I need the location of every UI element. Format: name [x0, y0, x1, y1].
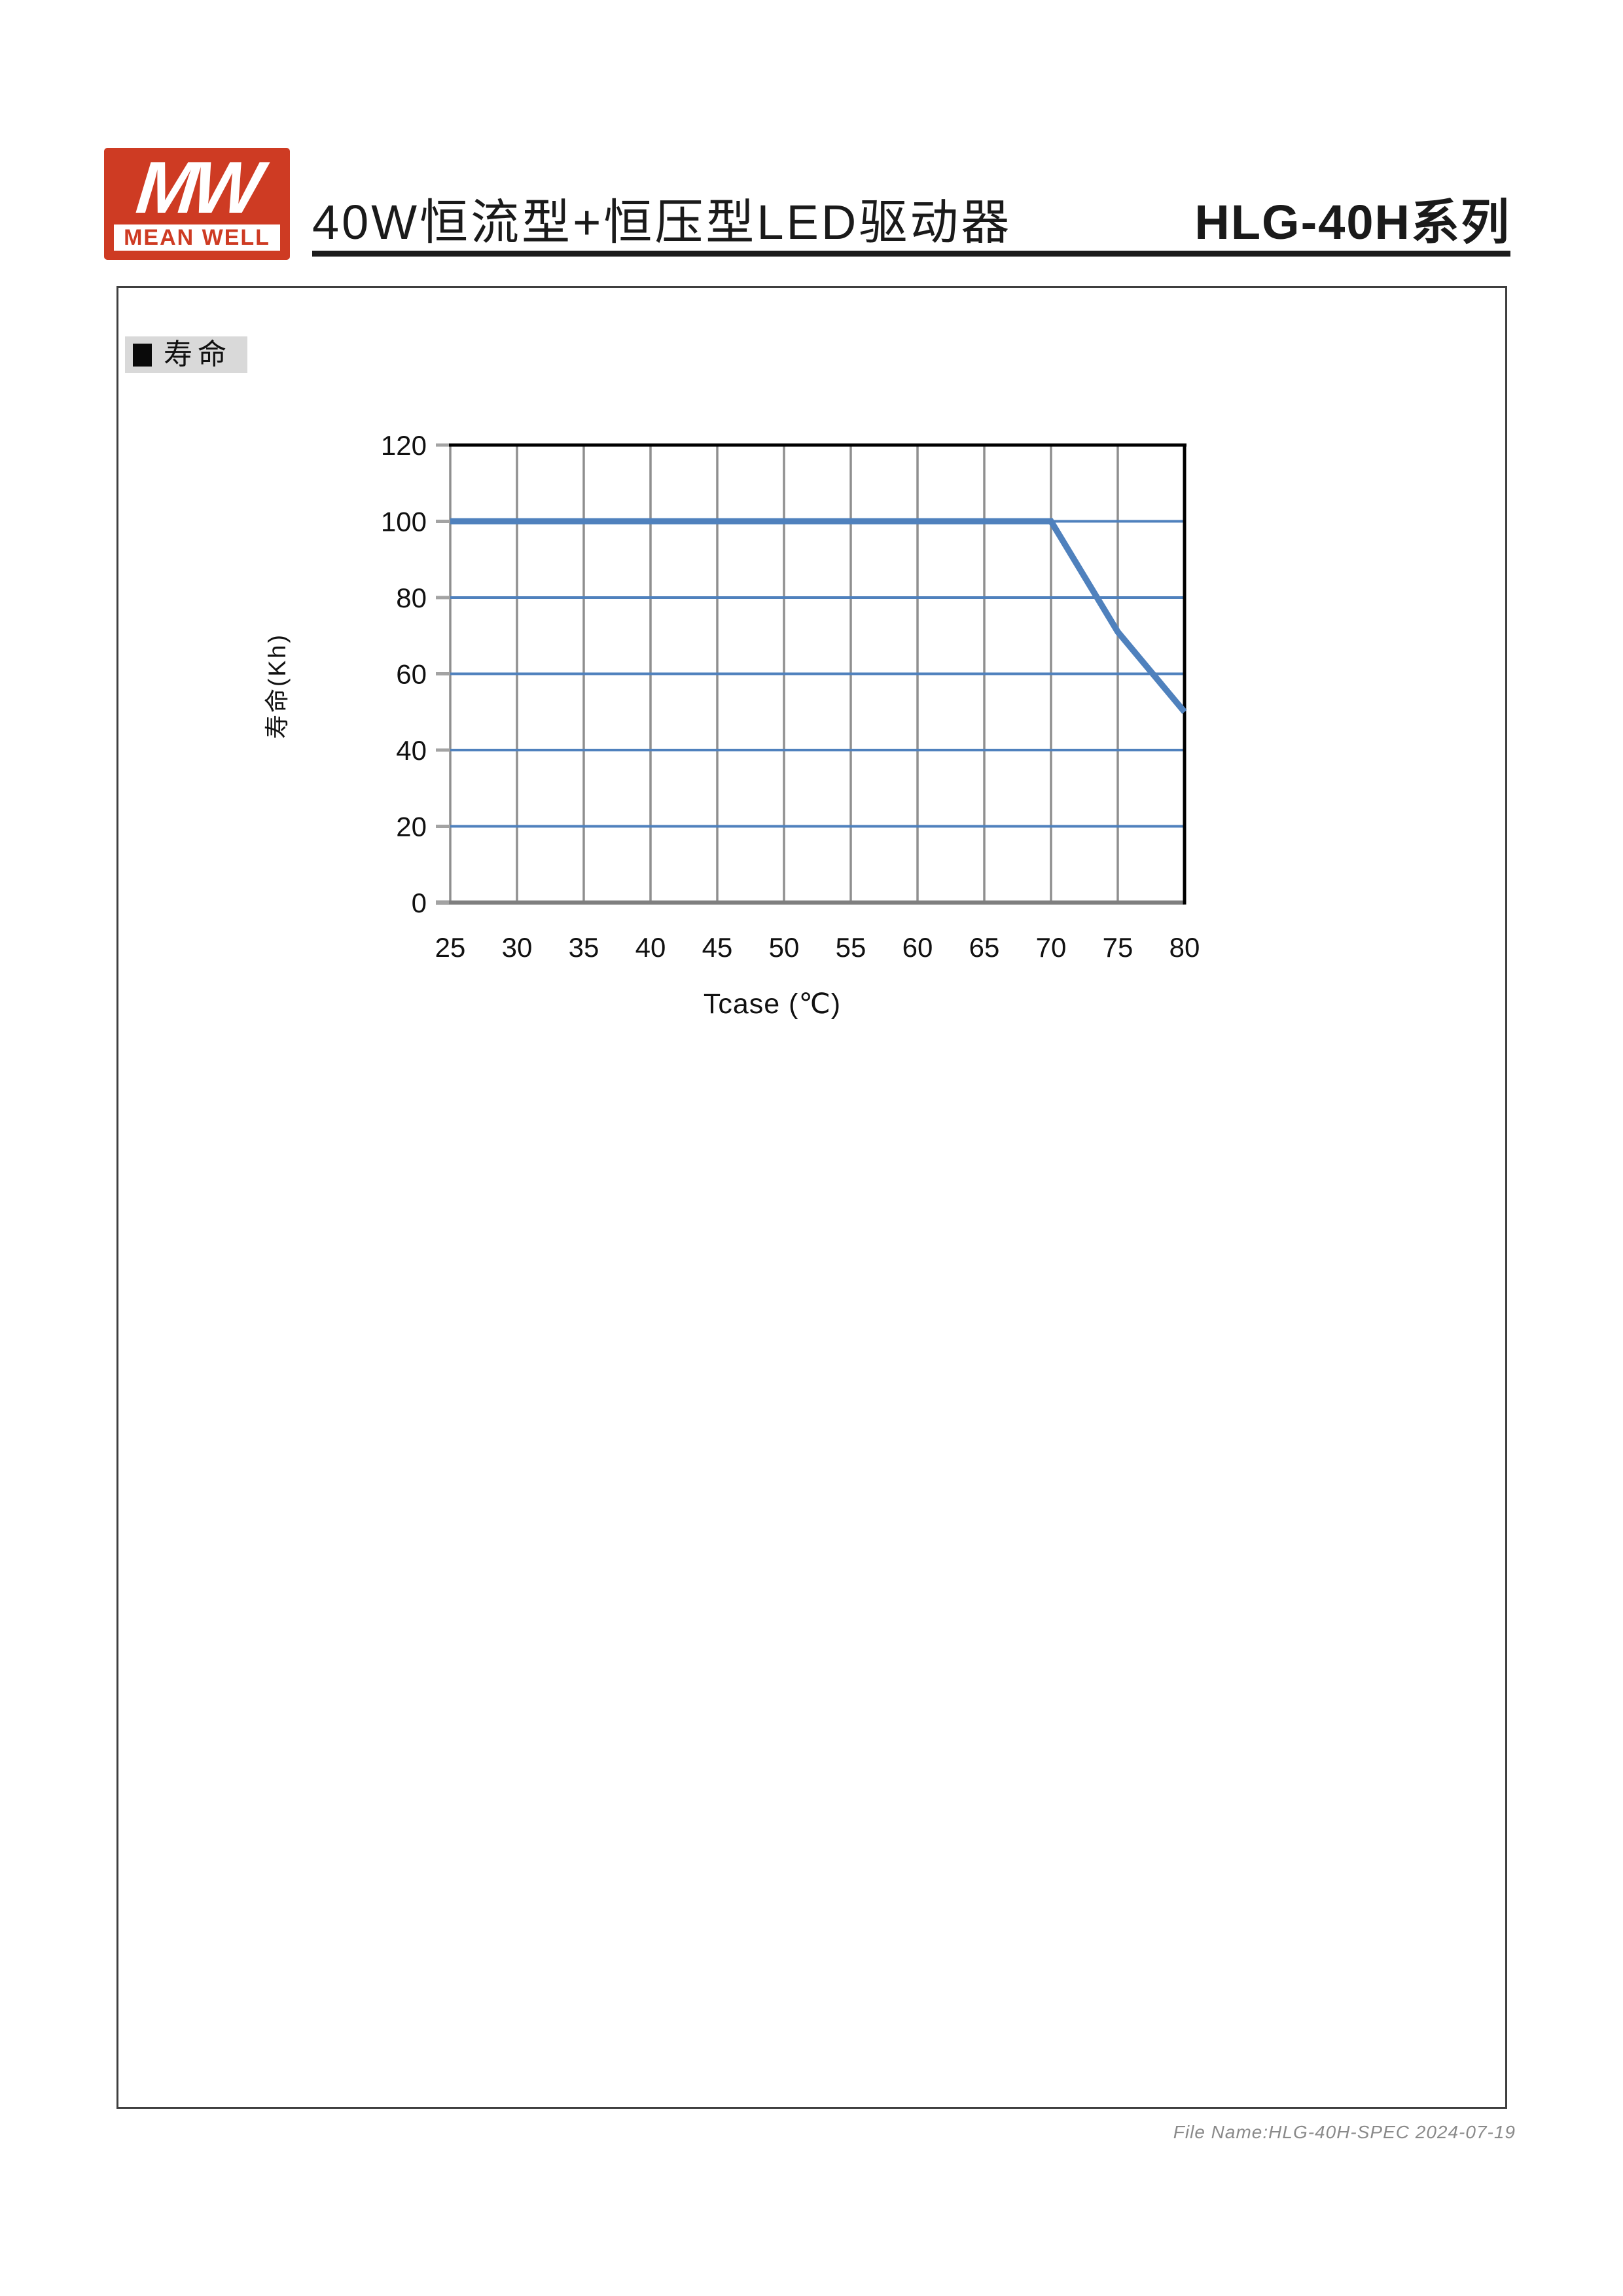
- x-tick-label: 75: [1103, 932, 1133, 963]
- y-tick-label: 20: [396, 812, 427, 842]
- life-expectancy-chart: 寿命(Kh) Tcase (℃) 0 20 40 60 80 100 120 25 30 35 40…: [264, 430, 1200, 1020]
- x-tick-label: 40: [635, 932, 666, 963]
- series-title: HLG-40H系列: [1194, 195, 1510, 249]
- header-divider: [312, 251, 1510, 257]
- y-tick-label: 100: [381, 507, 427, 537]
- x-tick-label: 50: [769, 932, 800, 963]
- logo-brand-band: MEAN WELL: [114, 224, 280, 251]
- y-tick-label: 40: [396, 735, 427, 766]
- x-tick-label: 30: [502, 932, 533, 963]
- x-tick-label: 60: [902, 932, 933, 963]
- x-tick-label: 65: [969, 932, 1000, 963]
- y-tick-label: 60: [396, 659, 427, 690]
- x-tick-label: 25: [435, 932, 466, 963]
- square-bullet-icon: [133, 343, 152, 367]
- y-tick-label: 0: [412, 888, 427, 918]
- x-tick-label: 35: [569, 932, 599, 963]
- footer-file-note: File Name:HLG-40H-SPEC 2024-07-19: [1173, 2122, 1516, 2142]
- life-series-line: [450, 518, 1187, 714]
- meanwell-logo: MW MEAN WELL: [104, 147, 290, 260]
- logo-brand-text: MEAN WELL: [124, 225, 270, 250]
- x-tick-label: 55: [836, 932, 866, 963]
- mw-monogram-icon: MW: [132, 147, 262, 228]
- x-tick-label: 80: [1169, 932, 1200, 963]
- x-axis-title: Tcase (℃): [704, 988, 841, 1020]
- section-label-text: 寿命: [164, 338, 232, 370]
- x-tick-label: 70: [1036, 932, 1067, 963]
- x-tick-label: 45: [702, 932, 733, 963]
- y-tick-label: 120: [381, 430, 427, 461]
- y-tick-label: 80: [396, 583, 427, 613]
- page-title: 40W恒流型+恒压型LED驱动器: [312, 195, 1012, 249]
- content-box: [116, 286, 1507, 2109]
- y-axis-title: 寿命(Kh): [264, 633, 291, 739]
- section-label-lifetime: 寿命: [125, 336, 247, 373]
